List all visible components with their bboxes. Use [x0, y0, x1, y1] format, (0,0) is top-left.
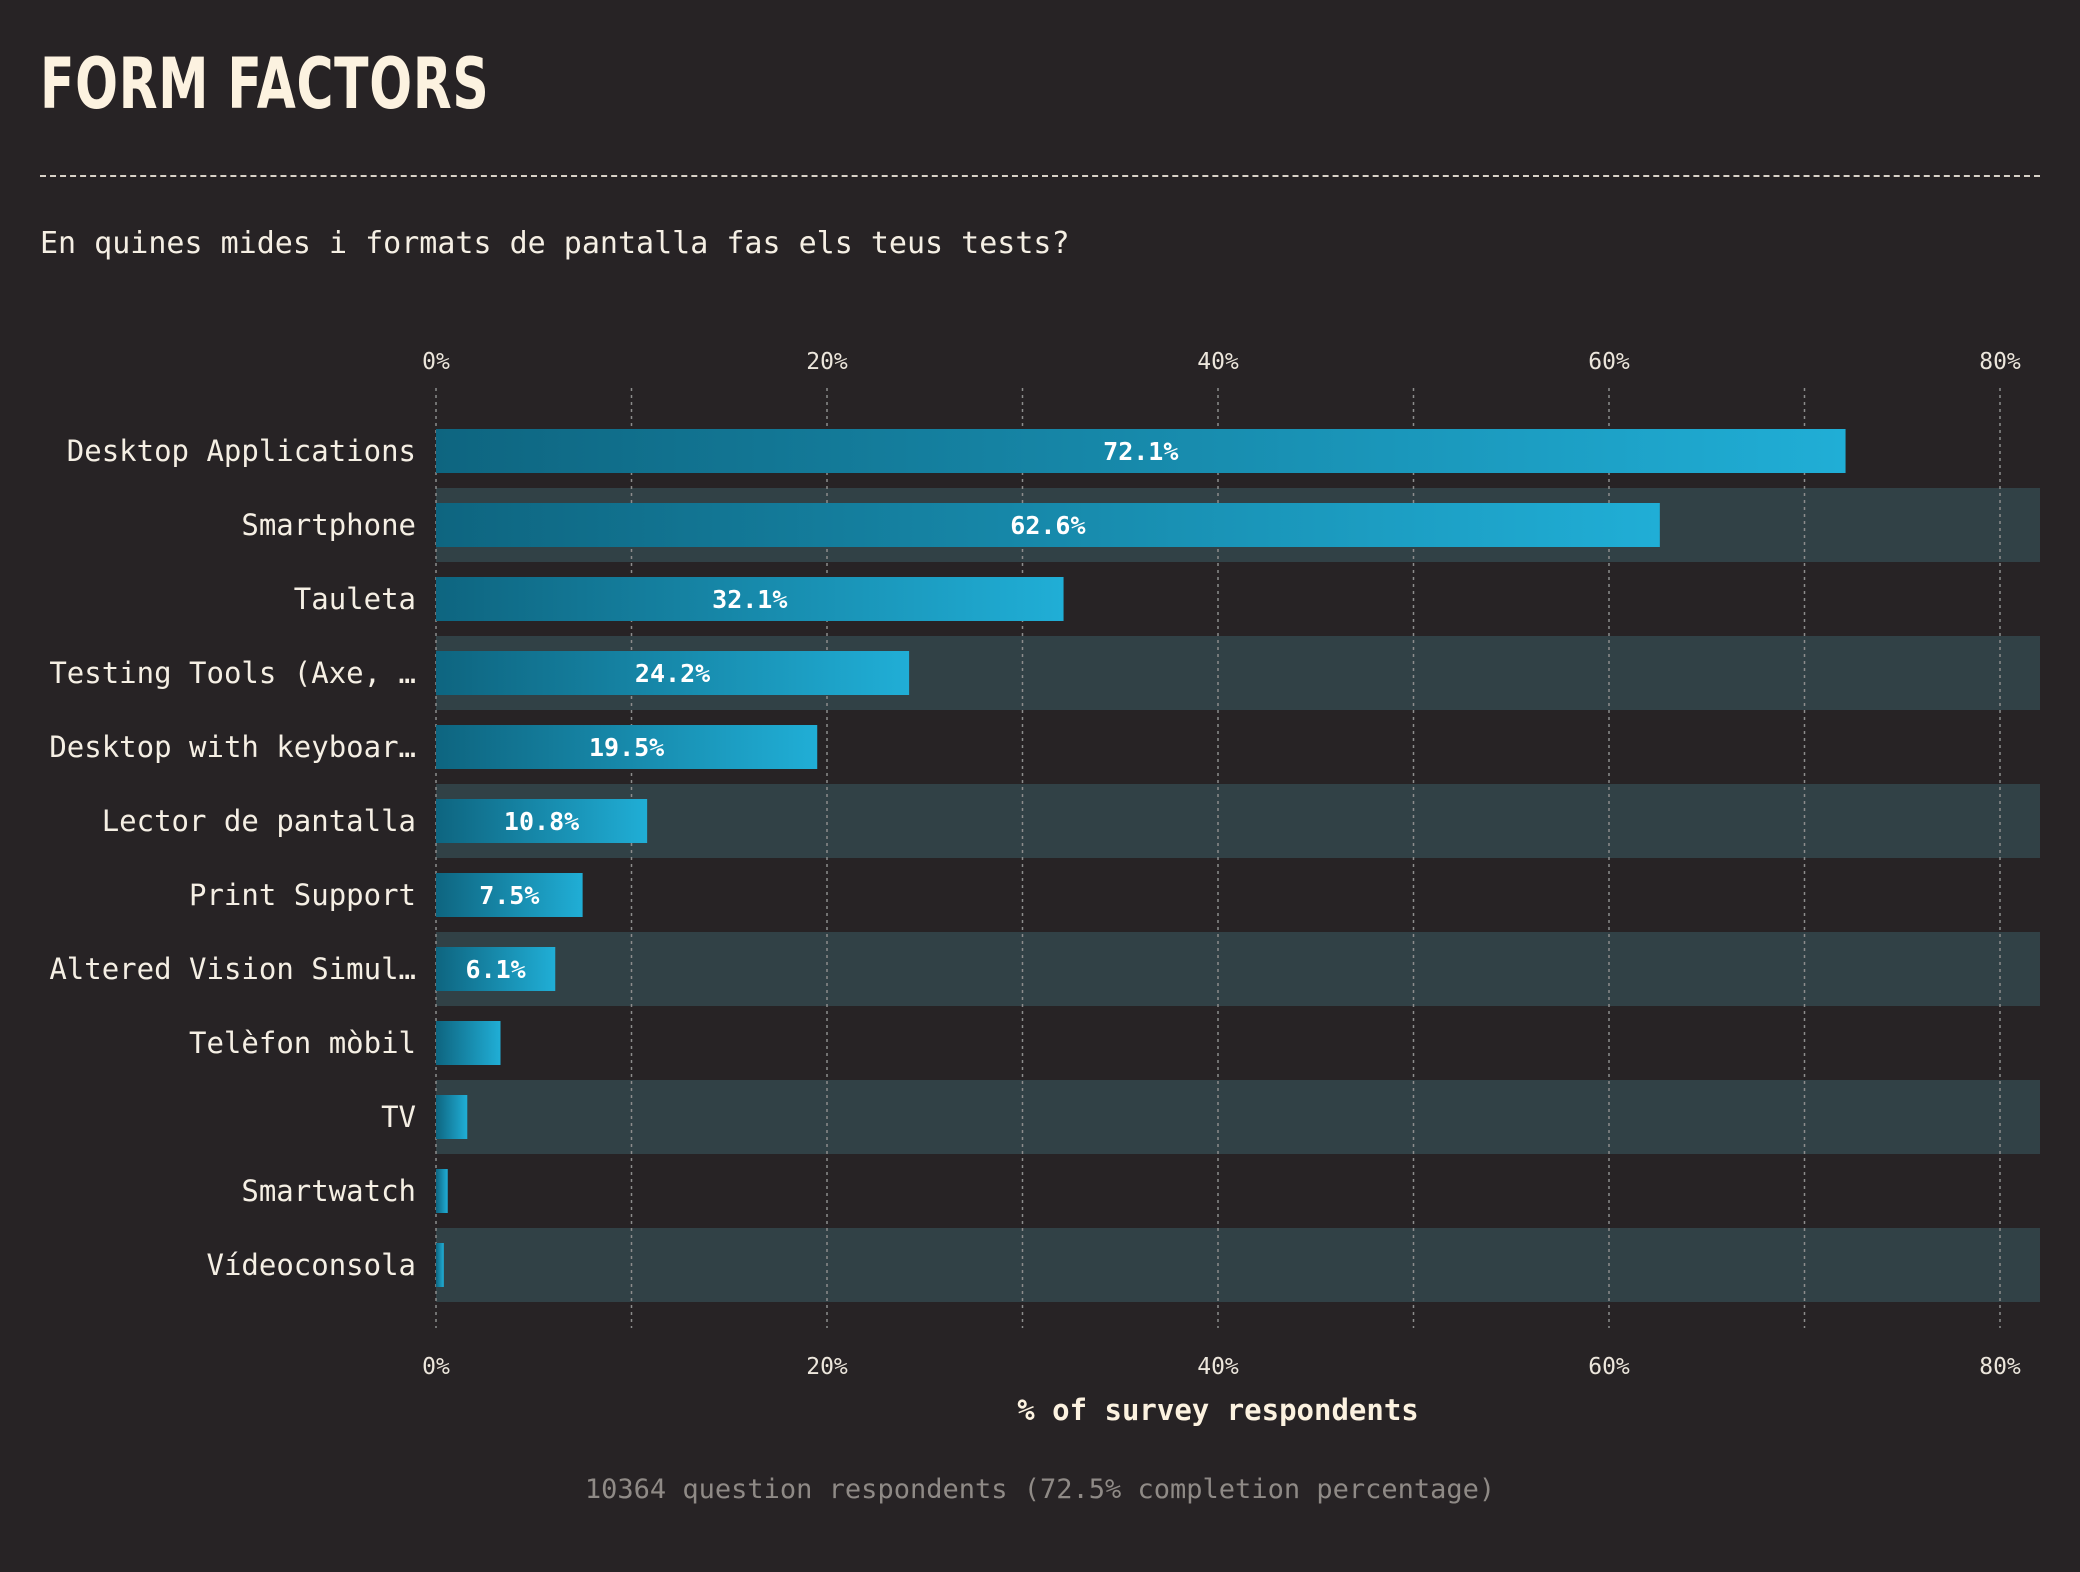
- value-label: 7.5%: [479, 881, 539, 910]
- category-label: Telèfon mòbil: [189, 1026, 416, 1060]
- x-tick-label-bottom: 20%: [806, 1354, 848, 1380]
- tick-labels: 0% 0% 20% 20% 40% 40% 60% 60% 80% 80%: [422, 349, 2021, 1380]
- bar: [436, 1169, 448, 1213]
- row-band: [436, 784, 2040, 858]
- bar: [436, 1095, 468, 1139]
- bar: [436, 1243, 444, 1287]
- bar: [436, 1021, 501, 1065]
- row-bands: [436, 488, 2040, 1302]
- x-tick-label-bottom: 40%: [1197, 1354, 1239, 1380]
- category-label: Smartwatch: [241, 1174, 416, 1208]
- category-label: TV: [381, 1100, 416, 1134]
- category-labels: Desktop Applications Smartphone Tauleta Tes…: [49, 434, 416, 1282]
- x-tick-label-top: 20%: [806, 349, 848, 375]
- x-tick-label-bottom: 0%: [422, 1354, 450, 1380]
- bar: [436, 429, 1846, 473]
- row-band: [436, 932, 2040, 1006]
- x-tick-label-bottom: 60%: [1588, 1354, 1630, 1380]
- value-label: 19.5%: [589, 733, 664, 762]
- category-label: Vídeoconsola: [206, 1248, 416, 1282]
- category-label: Lector de pantalla: [102, 804, 416, 838]
- x-tick-label-top: 60%: [1588, 349, 1630, 375]
- category-label: Print Support: [189, 878, 416, 912]
- bar: [436, 947, 556, 991]
- bar: [436, 651, 910, 695]
- value-label: 62.6%: [1010, 511, 1085, 540]
- chart-question: En quines mides i formats de pantalla fa…: [40, 226, 1070, 261]
- category-label: Testing Tools (Axe, …: [49, 656, 416, 690]
- bar: [436, 725, 818, 769]
- title-divider: [40, 175, 2040, 177]
- bar-chart: 72.1% 62.6% 32.1% 24.2% 19.5% 10.8% 7.5% 6.1% D…: [49, 349, 2040, 1427]
- category-label: Smartphone: [241, 508, 416, 542]
- category-label: Desktop with keyboar…: [49, 730, 416, 764]
- x-tick-label-top: 0%: [422, 349, 450, 375]
- x-tick-label-bottom: 80%: [1979, 1354, 2021, 1380]
- x-tick-label-top: 40%: [1197, 349, 1239, 375]
- row-band: [436, 1080, 2040, 1154]
- bar: [436, 577, 1064, 621]
- category-label: Desktop Applications: [67, 434, 416, 468]
- value-label: 6.1%: [466, 955, 526, 984]
- bar: [436, 873, 583, 917]
- footer-note: 10364 question respondents (72.5% comple…: [584, 1474, 1496, 1505]
- value-label: 10.8%: [504, 807, 579, 836]
- value-label: 24.2%: [635, 659, 710, 688]
- value-label: 72.1%: [1103, 437, 1178, 466]
- chart-title: FORM FACTORS: [40, 43, 490, 125]
- x-axis-title: % of survey respondents: [1017, 1393, 1419, 1427]
- bars: 72.1% 62.6% 32.1% 24.2% 19.5% 10.8% 7.5% 6.1%: [436, 429, 1846, 1287]
- row-band: [436, 1228, 2040, 1302]
- value-label: 32.1%: [712, 585, 787, 614]
- category-label: Altered Vision Simul…: [49, 952, 416, 986]
- category-label: Tauleta: [294, 582, 416, 616]
- bar: [436, 799, 648, 843]
- x-tick-label-top: 80%: [1979, 349, 2021, 375]
- bar: [436, 503, 1660, 547]
